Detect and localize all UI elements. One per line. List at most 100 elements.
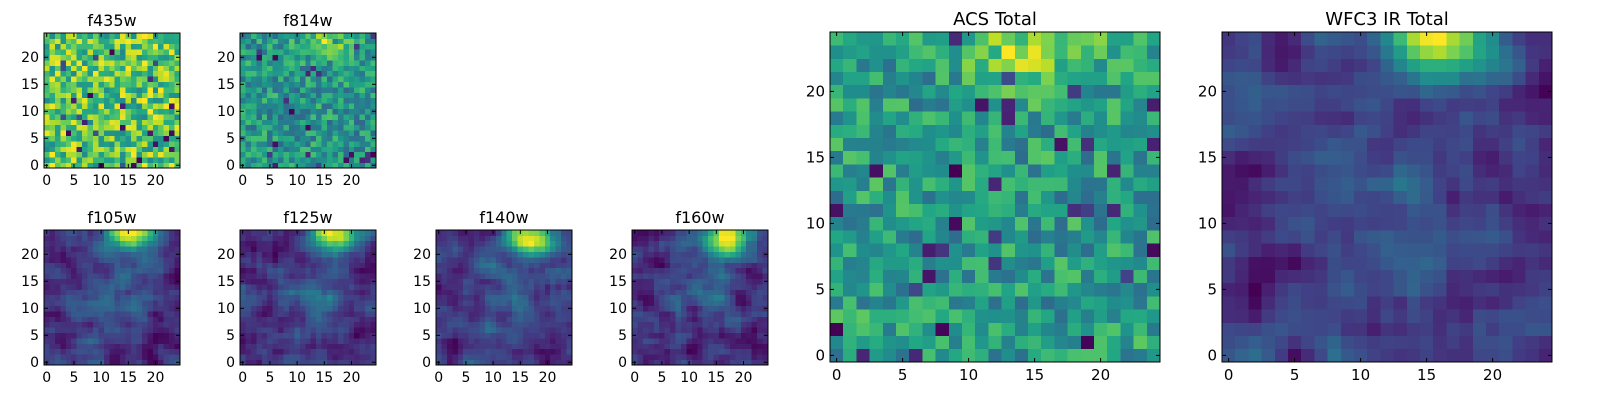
heatmap-cell [452, 289, 459, 296]
heatmap-cell [882, 71, 897, 86]
heatmap-cell [484, 246, 491, 252]
heatmap-cell [76, 76, 83, 82]
heatmap-cell [49, 119, 56, 126]
heatmap-cell [120, 49, 126, 55]
heatmap-cell [76, 33, 83, 39]
heatmap-cell [316, 267, 322, 274]
heatmap-cell [120, 114, 126, 120]
heatmap-cell [147, 273, 154, 279]
heatmap-cell [60, 151, 67, 158]
heatmap-cell [757, 235, 763, 242]
heatmap-cell [533, 300, 540, 306]
heatmap-cell [250, 294, 257, 301]
heatmap-cell [1433, 335, 1447, 350]
heatmap-cell [751, 257, 758, 263]
heatmap-cell [71, 300, 78, 306]
heatmap-cell [294, 108, 301, 115]
heatmap-cell [256, 54, 263, 61]
heatmap-cell [1054, 243, 1068, 257]
heatmap-cell [65, 162, 72, 169]
heatmap-cell [370, 316, 377, 323]
heatmap-cell [909, 124, 923, 138]
heatmap-cell [479, 316, 486, 323]
heatmap-cell [441, 316, 448, 323]
heatmap-cell [869, 282, 884, 297]
heatmap-cell [82, 284, 88, 290]
heatmap-cell [240, 65, 246, 72]
heatmap-cell [131, 321, 137, 328]
heatmap-cell [1107, 335, 1121, 350]
heatmap-cell [550, 316, 557, 323]
heatmap-cell [359, 235, 366, 242]
heatmap-cell [125, 311, 132, 317]
heatmap-cell [49, 157, 56, 163]
heatmap-cell [1120, 190, 1134, 204]
heatmap-cell [245, 141, 252, 147]
heatmap-cell [299, 316, 306, 323]
heatmap-cell [261, 130, 268, 136]
heatmap-cell [702, 305, 709, 312]
panel-title: f105w [87, 208, 136, 227]
heatmap-cell [131, 359, 137, 366]
heatmap-cell [71, 305, 78, 312]
heatmap-cell [354, 97, 361, 104]
heatmap-cell [856, 98, 870, 112]
heatmap-cell [1327, 190, 1342, 204]
heatmap-cell [299, 43, 306, 50]
heatmap-cell [103, 262, 110, 269]
heatmap-cell [724, 273, 731, 279]
heatmap-cell [158, 43, 165, 50]
heatmap-cell [98, 103, 105, 109]
x-tick-label: 15 [1025, 366, 1044, 384]
heatmap-cell [305, 343, 312, 350]
heatmap-cell [49, 235, 56, 242]
heatmap-cell [830, 282, 844, 297]
heatmap-cell [65, 278, 72, 285]
heatmap-cell [141, 43, 148, 50]
heatmap-cell [1041, 84, 1055, 99]
heatmap-cell [103, 289, 110, 296]
heatmap-cell [843, 137, 857, 152]
heatmap-cell [158, 114, 165, 120]
heatmap-cell [975, 269, 989, 284]
heatmap-cell [523, 230, 529, 236]
heatmap-cell [343, 284, 350, 290]
heatmap-cell [169, 108, 175, 115]
heatmap-cell [294, 87, 301, 93]
heatmap-cell [354, 124, 361, 131]
heatmap-cell [463, 294, 470, 301]
heatmap-cell [299, 300, 306, 306]
heatmap-cell [490, 300, 497, 306]
heatmap-cell [278, 70, 284, 77]
heatmap-cell [299, 38, 306, 45]
heatmap-cell [359, 359, 366, 366]
heatmap-cell [120, 119, 126, 126]
heatmap-cell [65, 76, 72, 82]
heatmap-cell [109, 230, 116, 236]
heatmap-cell [1340, 335, 1355, 350]
heatmap-cell [896, 309, 910, 323]
heatmap-cell [1222, 296, 1236, 310]
heatmap-cell [76, 135, 83, 142]
heatmap-cell [305, 251, 312, 258]
heatmap-cell [724, 343, 731, 350]
heatmap-cell [87, 141, 94, 147]
heatmap-cell [468, 305, 475, 312]
heatmap-cell [131, 81, 137, 88]
heatmap-cell [1512, 322, 1526, 336]
heatmap-cell [245, 289, 252, 296]
heatmap-cell [922, 190, 936, 204]
heatmap-cell [843, 348, 857, 363]
heatmap-cell [713, 235, 720, 242]
heatmap-cell [141, 305, 148, 312]
heatmap-cell [158, 81, 165, 88]
heatmap-cell [87, 316, 94, 323]
heatmap-cell [544, 316, 551, 323]
heatmap-cell [354, 257, 361, 263]
heatmap-cell [54, 76, 61, 82]
heatmap-cell [561, 273, 567, 279]
heatmap-cell [120, 65, 126, 72]
heatmap-cell [1274, 164, 1289, 178]
heatmap-cell [501, 235, 508, 242]
heatmap-cell [158, 157, 165, 163]
